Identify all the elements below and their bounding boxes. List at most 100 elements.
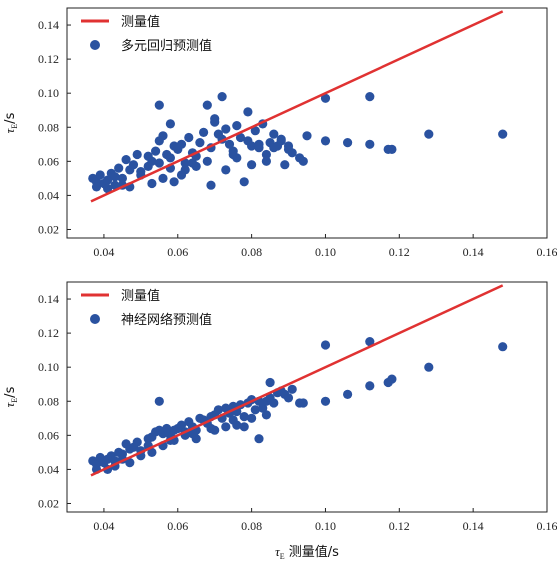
y-axis-label: τE/s (2, 386, 19, 407)
scatter-point (147, 178, 157, 189)
scatter-point (365, 381, 375, 391)
scatter-point (125, 458, 135, 468)
scatter-point (239, 422, 249, 432)
y-tick-label: 0.10 (38, 360, 59, 374)
scatter-point (276, 136, 286, 146)
legend-label-predicted: 多元回归预测值 (121, 38, 212, 54)
scatter-point (320, 93, 331, 103)
scatter-point (217, 92, 227, 102)
scatter-point (143, 151, 153, 161)
scatter-point (169, 177, 179, 187)
measured-line (90, 10, 504, 203)
scatter-point (176, 420, 187, 430)
x-tick-label: 0.14 (463, 245, 484, 259)
scatter-point (95, 170, 105, 180)
legend-label-measured: 测量值 (121, 288, 160, 304)
scatter-point (283, 393, 294, 403)
scatter-point (228, 149, 238, 160)
scatter-point (103, 184, 113, 194)
scatter-point (320, 136, 331, 146)
scatter-point (132, 149, 142, 160)
scatter-point (261, 156, 271, 166)
scatter-point (165, 119, 175, 129)
scatter-point (176, 170, 187, 180)
scatter-point (162, 423, 172, 434)
scatter-point (269, 143, 279, 153)
scatter-point (269, 398, 279, 408)
y-tick-label: 0.04 (38, 188, 59, 202)
scatter-point (110, 180, 120, 190)
x-tick-label: 0.10 (315, 519, 336, 533)
legend-label-predicted: 神经网络预测值 (121, 312, 212, 328)
scatter-point (103, 175, 113, 185)
scatter-point (224, 139, 235, 149)
x-tick-label: 0.06 (167, 519, 188, 533)
scatter-point (261, 410, 271, 420)
scatter-point (121, 155, 131, 165)
scatter-point (258, 403, 268, 413)
scatter-point (187, 429, 198, 439)
scatter-point (424, 129, 434, 139)
scatter-point (221, 422, 231, 432)
scatter-point (128, 160, 139, 170)
scatter-point (176, 139, 187, 149)
scatter-point (91, 182, 102, 192)
scatter-point (387, 374, 397, 384)
scatter-point (117, 173, 127, 183)
y-axis-label: τE/s (2, 112, 19, 133)
x-tick-label: 0.12 (389, 245, 410, 259)
y-tick-label: 0.06 (38, 154, 59, 168)
plot-frame (66, 7, 548, 239)
scatter-point (221, 124, 231, 134)
scatter-point (265, 377, 275, 388)
scatter-point (210, 117, 220, 127)
y-tick-label: 0.02 (38, 222, 59, 236)
scatter-point (202, 156, 212, 166)
scatter-point (261, 149, 271, 160)
scatter-point (365, 337, 375, 347)
scatter-point (228, 415, 238, 425)
scatter-point (302, 131, 312, 141)
scatter-point (136, 167, 146, 177)
scatter-point (365, 139, 375, 149)
scatter-point (206, 180, 216, 190)
y-tick-label: 0.14 (38, 292, 59, 306)
scatter-point (154, 158, 164, 168)
scatter-point (132, 437, 142, 447)
scatter-point (187, 158, 198, 168)
scatter-point (365, 92, 375, 102)
scatter-point (243, 107, 253, 117)
plot-frame (66, 281, 548, 513)
scatter-point (298, 156, 308, 166)
x-tick-label: 0.16 (537, 245, 557, 259)
x-tick-label: 0.04 (93, 519, 114, 533)
x-tick-label: 0.04 (93, 245, 114, 259)
scatter-point (232, 121, 242, 131)
scatter-point (235, 132, 246, 143)
scatter-point (254, 434, 264, 444)
scatter-point (221, 165, 231, 175)
chart-panel-1: 0.04 0.06 0.08 0.10 0.12 0.14 0.16 0.02 0.04 0.06… (2, 7, 557, 259)
scatter-point (239, 177, 249, 187)
scatter-point (154, 100, 164, 110)
scatter-point (180, 158, 190, 168)
scatter-point (184, 132, 194, 143)
scatter-point (165, 153, 175, 163)
scatter-point (250, 126, 260, 136)
y-tick-label: 0.08 (38, 394, 59, 408)
legend-label-measured: 测量值 (121, 14, 160, 30)
scatter-point (247, 141, 257, 151)
legend-point-swatch (90, 314, 100, 324)
scatter-point (320, 396, 331, 406)
scatter-point (114, 163, 124, 173)
y-tick-label: 0.08 (38, 120, 59, 134)
x-tick-label: 0.08 (241, 519, 262, 533)
scatter-point (498, 129, 508, 139)
scatter-point (298, 398, 308, 408)
scatter-point (343, 138, 353, 148)
y-tick-label: 0.06 (38, 428, 59, 442)
scatter-point (247, 413, 257, 423)
scatter-point (247, 160, 257, 170)
scatter-point (110, 172, 120, 182)
y-tick-label: 0.12 (38, 326, 59, 340)
